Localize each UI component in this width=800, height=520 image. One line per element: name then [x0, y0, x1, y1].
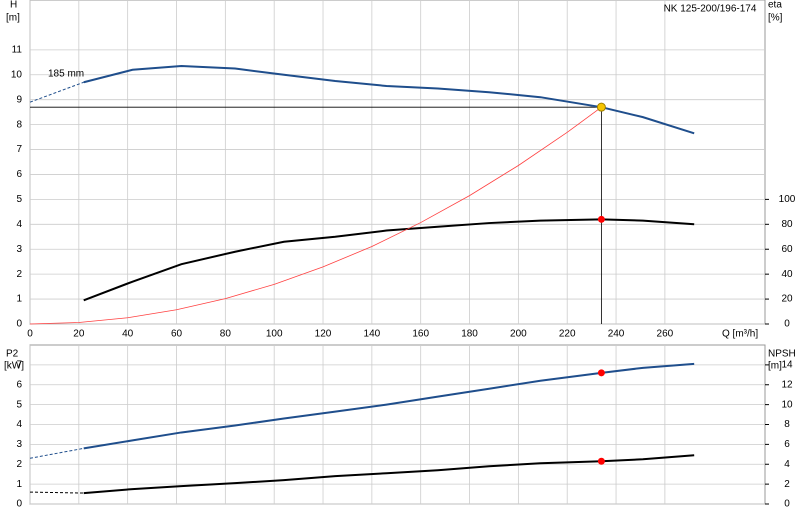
curve [29, 491, 84, 494]
y-unit: [m] [6, 13, 20, 24]
y-tick-label: 9 [16, 94, 22, 105]
y2-tick-label: 60 [781, 244, 793, 255]
annotation: 185 mm [48, 69, 84, 80]
curve [29, 447, 84, 459]
y-tick-label: 4 [16, 419, 22, 430]
x-tick-label: 140 [364, 329, 381, 340]
chart-title: NK 125-200/196-174 [664, 4, 757, 15]
x-tick-label: 120 [315, 329, 332, 340]
y-tick-label: 0 [16, 319, 22, 330]
y2-tick-label: 40 [781, 269, 793, 280]
y2-tick-label: 4 [784, 459, 790, 470]
y2-unit: [m] [768, 361, 782, 372]
plot-area [29, 0, 766, 325]
y2-tick-label: 20 [781, 294, 793, 305]
y-tick-label: 10 [11, 69, 23, 80]
y2-unit: [%] [768, 13, 783, 24]
y2-tick-label: 0 [784, 319, 790, 330]
duty-point [597, 457, 605, 465]
duty-point [597, 369, 605, 377]
x-tick-label: 80 [220, 329, 232, 340]
x-tick-label: 100 [266, 329, 283, 340]
duty-point [597, 215, 605, 223]
x-tick-label: 200 [510, 329, 527, 340]
x-tick-label: 240 [608, 329, 625, 340]
x-tick-label: 180 [461, 329, 478, 340]
x-tick-label: 260 [657, 329, 674, 340]
y2-tick-label: 12 [781, 379, 793, 390]
y-tick-label: 2 [16, 459, 22, 470]
y-tick-label: 4 [16, 219, 22, 230]
x-tick-label: 40 [122, 329, 134, 340]
y-tick-label: 5 [16, 194, 22, 205]
curve [29, 81, 84, 103]
x-tick-label: 0 [27, 329, 33, 340]
y-label: H [10, 0, 17, 11]
x-tick-label: 20 [73, 329, 85, 340]
y-tick-label: 5 [16, 399, 22, 410]
y-tick-label: 8 [16, 119, 22, 130]
x-tick-label: 220 [559, 329, 576, 340]
y-tick-label: 1 [16, 294, 22, 305]
y2-tick-label: 8 [784, 419, 790, 430]
y2-tick-label: 2 [784, 479, 790, 490]
y-tick-label: 11 [12, 44, 23, 55]
y-tick-label: 0 [16, 499, 22, 510]
operating-point [596, 102, 606, 112]
y2-tick-label: 10 [781, 399, 793, 410]
x-tick-label: 60 [171, 329, 183, 340]
y-tick-label: 6 [16, 379, 22, 390]
y-tick-label: 1 [16, 479, 22, 490]
y2-tick-label: 6 [784, 439, 790, 450]
y-unit: [kW] [4, 361, 24, 372]
curve [29, 106, 602, 325]
y2-tick-label: 100 [779, 194, 796, 205]
y-tick-label: 3 [16, 439, 22, 450]
y-tick-label: 2 [16, 269, 22, 280]
y-tick-label: 3 [16, 244, 22, 255]
y-label: P2 [6, 349, 19, 360]
y2-label: eta [768, 0, 782, 11]
x-tick-label: 160 [412, 329, 429, 340]
y-tick-label: 7 [16, 144, 22, 155]
y-tick-label: 6 [16, 169, 22, 180]
y-tick-label: 7 [16, 360, 22, 371]
y2-label: NPSH [768, 349, 796, 360]
y2-tick-label: 14 [781, 360, 793, 371]
x-label: Q [m³/h] [722, 329, 758, 340]
y2-tick-label: 0 [784, 499, 790, 510]
y2-tick-label: 80 [781, 219, 793, 230]
